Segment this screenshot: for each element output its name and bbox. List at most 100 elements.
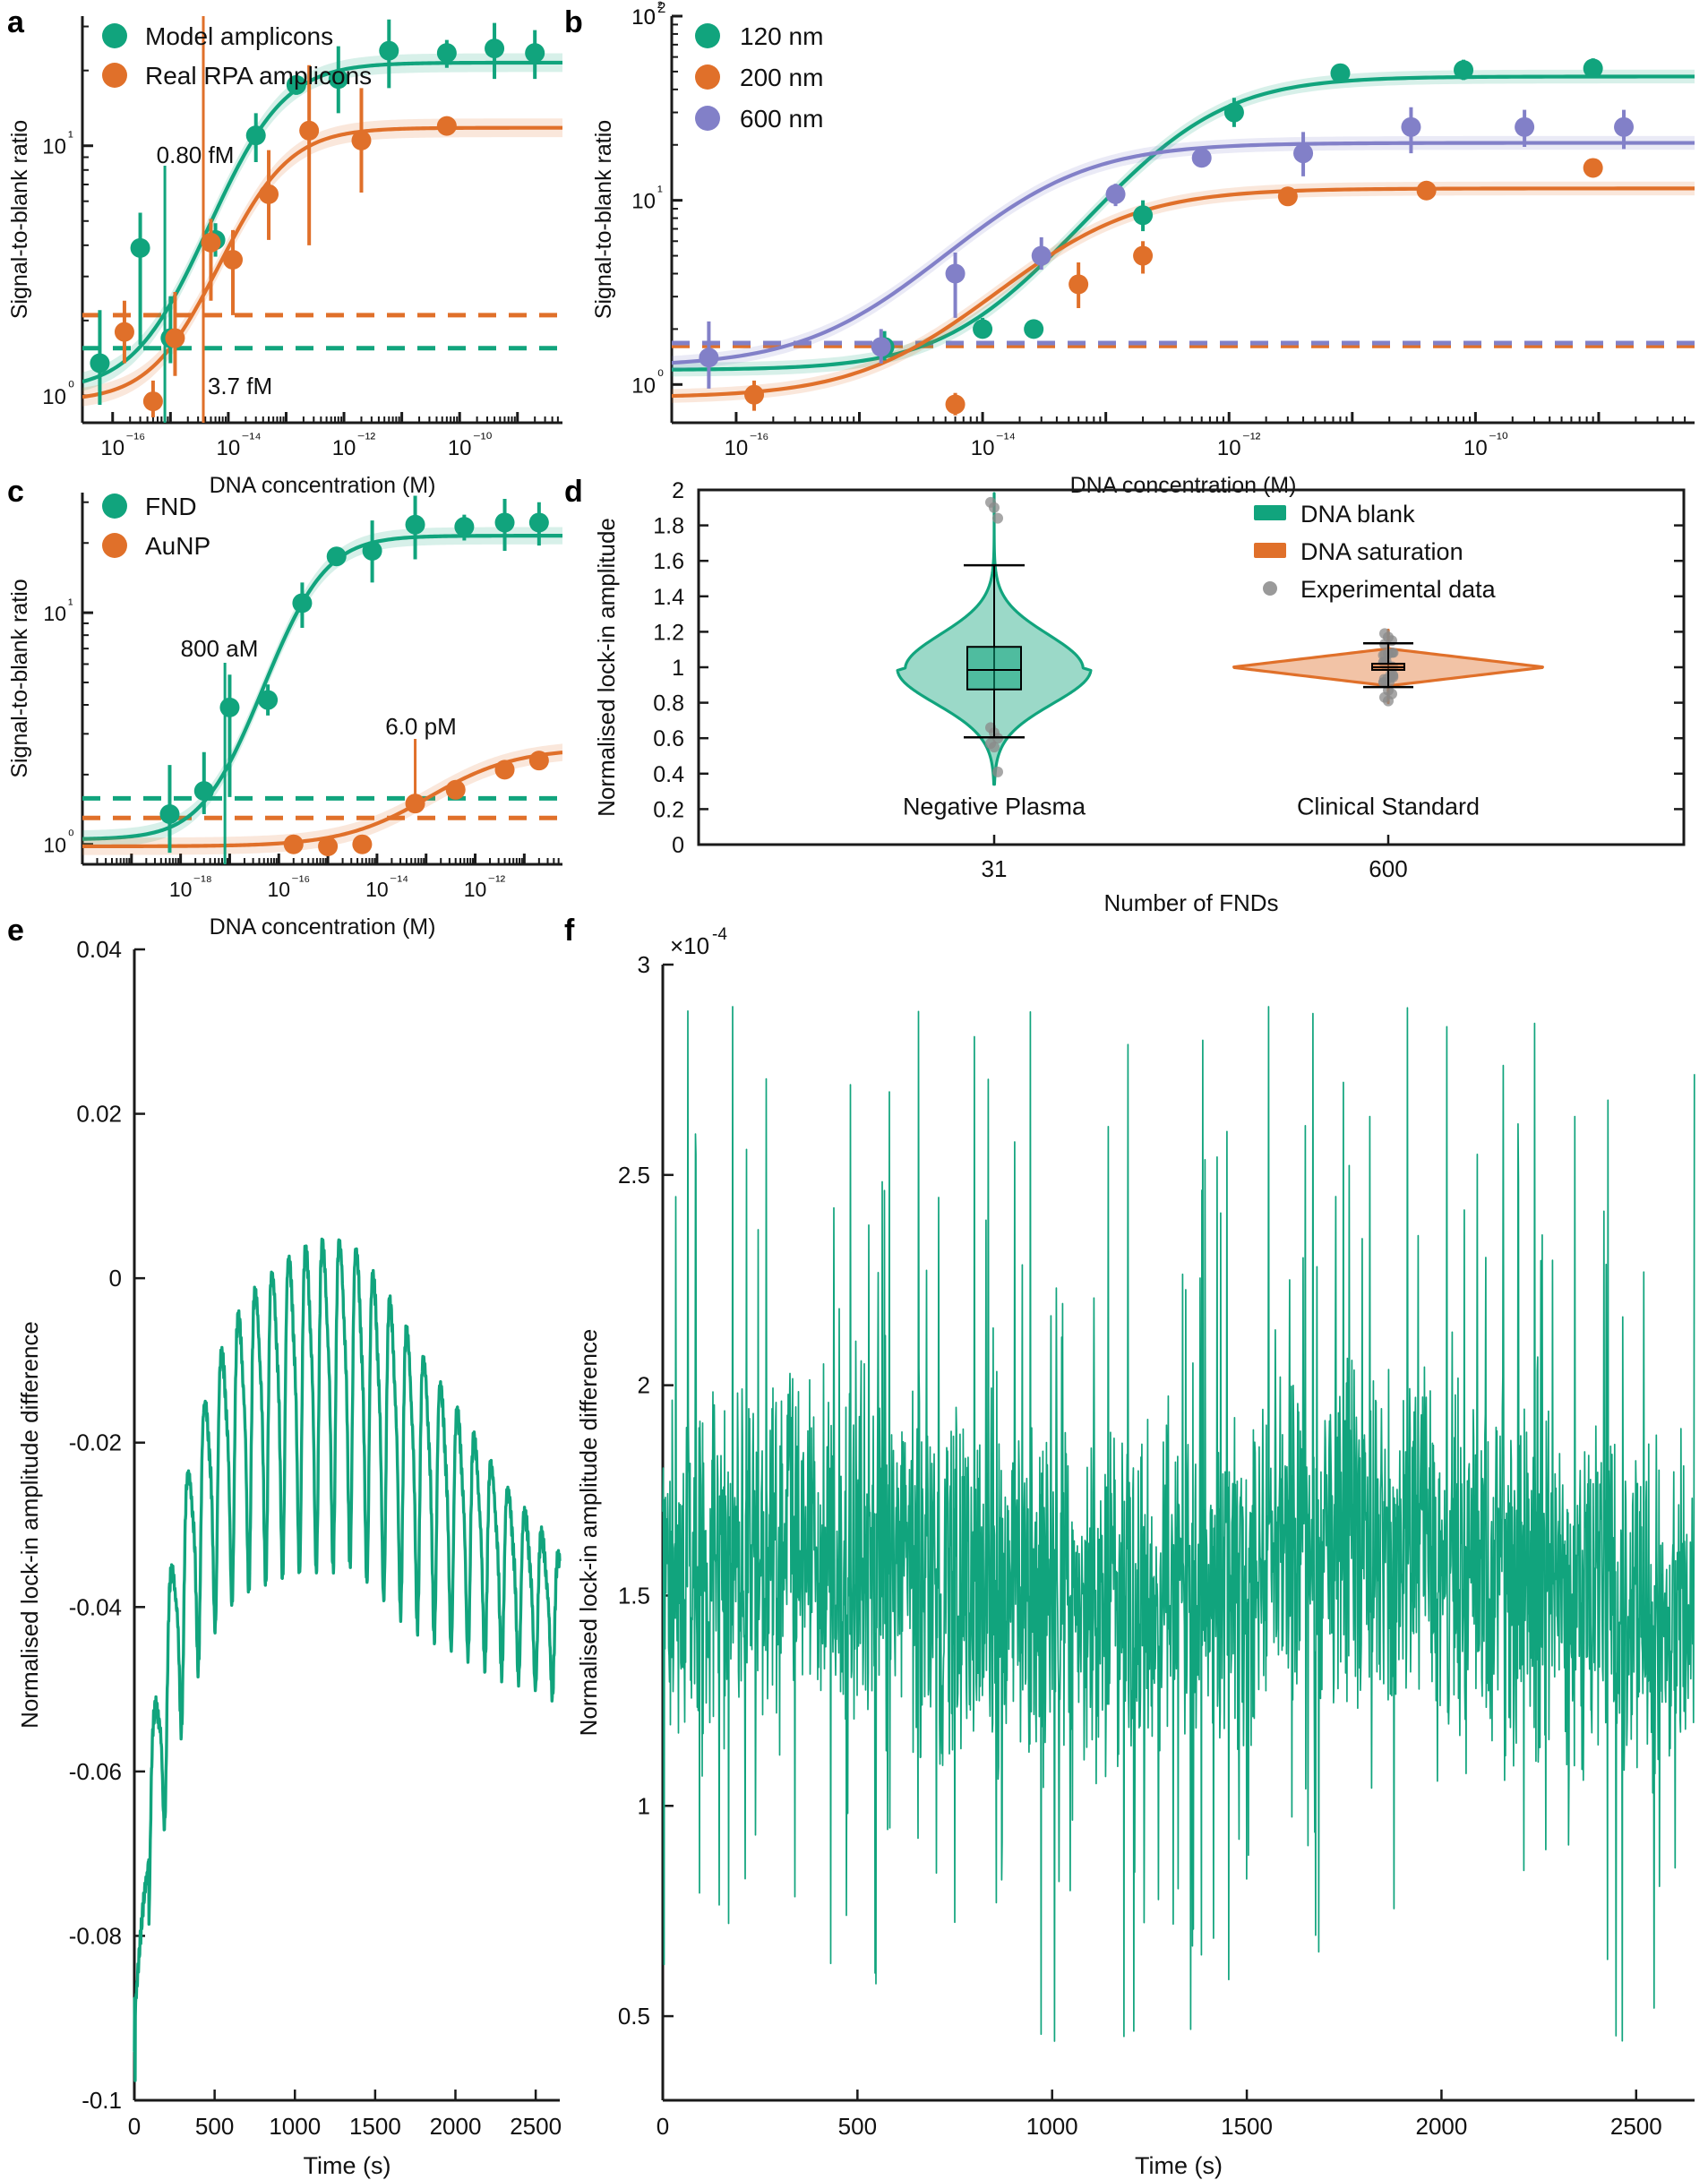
annotation-label-0: 0.80 fM — [157, 142, 235, 168]
fit-curve-0 — [82, 60, 562, 384]
data-point-1-4 — [223, 250, 244, 270]
data-point-1-1 — [945, 394, 966, 415]
y-tick-label-5: 1 — [672, 656, 684, 681]
data-point-0-4 — [245, 125, 266, 146]
legend-marker-2 — [1263, 581, 1277, 596]
data-point-1-2 — [1069, 274, 1089, 295]
y-tick-label-0: -0.1 — [82, 2087, 122, 2114]
panel-d-chart: 0 0.2 0.4 0.6 0.8 1 1.2 1.4 1.6 1.8 2 Normalised lo… — [593, 478, 1686, 916]
data-point-1-5 — [1416, 180, 1437, 201]
tick-base: 10 — [42, 135, 66, 159]
data-point-0-3 — [258, 690, 279, 710]
tick-exp: ¹ — [68, 596, 73, 613]
x-tick-label-3: 1500 — [349, 2113, 401, 2140]
tick-base: 10 — [169, 878, 193, 901]
tick-exp: ⁻¹² — [1242, 430, 1261, 448]
panel-e-label: e — [7, 914, 24, 948]
x-axis-label: DNA concentration (M) — [210, 473, 436, 498]
fit-curve-1 — [672, 186, 1695, 399]
y-tick-label-0: 0.5 — [618, 2003, 650, 2030]
data-point-2-1 — [871, 337, 891, 357]
group-label-1: Clinical Standard — [1297, 793, 1480, 820]
y-tick-label-10: 2 — [672, 478, 684, 503]
data-point-1-4 — [1277, 186, 1298, 207]
data-point-2-4 — [1105, 184, 1126, 204]
data-point-2-8 — [1515, 116, 1535, 137]
x-tick-label-5: 2500 — [510, 2113, 562, 2140]
tick-exp: ¹ — [657, 183, 663, 201]
y-tick-label-2: 1.5 — [618, 1582, 650, 1609]
data-point-2-5 — [1191, 148, 1212, 168]
y-tick-label-9: 1.8 — [653, 514, 684, 539]
fit-band-1 — [82, 743, 562, 855]
tick-base: 10 — [448, 436, 472, 460]
tick-exp: ⁻¹⁴ — [241, 430, 261, 448]
tick-exp: ⁻¹² — [487, 872, 505, 889]
panel-f-chart: 0.5 1 1.5 2 2.5 3 ×10 -4 0 500 1000 1500 2000 2500 Tim… — [575, 925, 1695, 2179]
data-point-1-6 — [299, 120, 320, 141]
data-point-1-3 — [405, 794, 425, 814]
y-axis-label: Normalised lock-in amplitude — [593, 518, 620, 817]
y-tick-label-2: 10 2 — [631, 0, 665, 30]
data-point-0-5 — [1330, 63, 1351, 83]
panel-e-chart: -0.1 -0.08 -0.06 -0.04 -0.02 0 0.02 0.04 0 500 100… — [16, 936, 562, 2179]
tick-base: 10 — [971, 436, 995, 460]
tick-base: 10 — [267, 878, 290, 901]
experimental-dot-1-7 — [1383, 695, 1394, 707]
x-tick-label-1: 600 — [1369, 855, 1407, 882]
experimental-dot-0-8 — [992, 766, 1003, 777]
legend-marker-0 — [102, 494, 127, 519]
data-point-1-0 — [283, 834, 304, 854]
x-tick-label: 10 ⁻¹⁸ — [169, 872, 212, 901]
panel-a-label: a — [7, 5, 24, 39]
legend-label-0: 120 nm — [740, 22, 823, 50]
data-point-1-6 — [1583, 158, 1603, 178]
legend-label-1: 200 nm — [740, 64, 823, 91]
legend-marker-0 — [102, 23, 127, 48]
legend: Model amplicons Real RPA amplicons — [102, 22, 372, 90]
panel-f: 0.5 1 1.5 2 2.5 3 ×10 -4 0 500 1000 1500 2000 2500 Tim… — [564, 909, 1708, 2180]
y-tick-label-2: 0.4 — [653, 762, 684, 787]
data-point-1-1 — [142, 391, 163, 412]
x-tick-label: 10 ⁻¹⁰ — [448, 430, 493, 460]
tick-base: 10 — [100, 436, 124, 460]
x-tick-label-4: 2000 — [430, 2113, 482, 2140]
x-tick-label-2: 1000 — [269, 2113, 321, 2140]
tick-base: 10 — [332, 436, 356, 460]
y-tick-label-3: 2 — [638, 1372, 650, 1399]
series-layer — [82, 495, 562, 864]
x-tick-label: 10 ⁻¹² — [1217, 430, 1261, 460]
tick-exp: ⁻¹² — [357, 430, 376, 448]
data-point-0-9 — [494, 512, 515, 533]
legend-label-1: AuNP — [145, 532, 210, 560]
data-point-0-1 — [193, 781, 214, 802]
panel-b-label: b — [564, 5, 583, 39]
legend-marker-1 — [1254, 543, 1286, 558]
data-point-1-3 — [201, 232, 221, 253]
y-tick-label-1: 1 — [638, 1792, 650, 1819]
data-point-1-3 — [1133, 245, 1154, 266]
y-tick-label-3: -0.04 — [69, 1593, 122, 1620]
y-axis-label: Normalised lock-in amplitude difference — [575, 1329, 602, 1737]
data-point-1-6 — [528, 751, 549, 771]
x-tick-label: 10 ⁻¹⁴ — [971, 430, 1016, 460]
fit-band-0 — [82, 53, 562, 391]
data-point-2-9 — [1614, 116, 1635, 137]
x-tick-label-3: 1500 — [1221, 2113, 1273, 2140]
y-tick-label-3: 0.6 — [653, 726, 684, 751]
experimental-dot-0-2 — [992, 512, 1003, 524]
legend: FND AuNP — [102, 493, 210, 560]
data-point-0-7 — [379, 40, 399, 61]
data-point-1-8 — [436, 116, 457, 136]
annotation-label-1: 3.7 fM — [208, 373, 272, 399]
x-tick-label-4: 2000 — [1416, 2113, 1468, 2140]
y-tick-label-6: 1.2 — [653, 620, 684, 645]
tick-exp: ⁰ — [657, 366, 664, 384]
fit-band-1 — [82, 118, 562, 407]
data-point-1-0 — [114, 322, 134, 342]
data-point-0-1 — [973, 319, 993, 339]
panel-e: -0.1 -0.08 -0.06 -0.04 -0.02 0 0.02 0.04 0 500 100… — [0, 909, 573, 2180]
